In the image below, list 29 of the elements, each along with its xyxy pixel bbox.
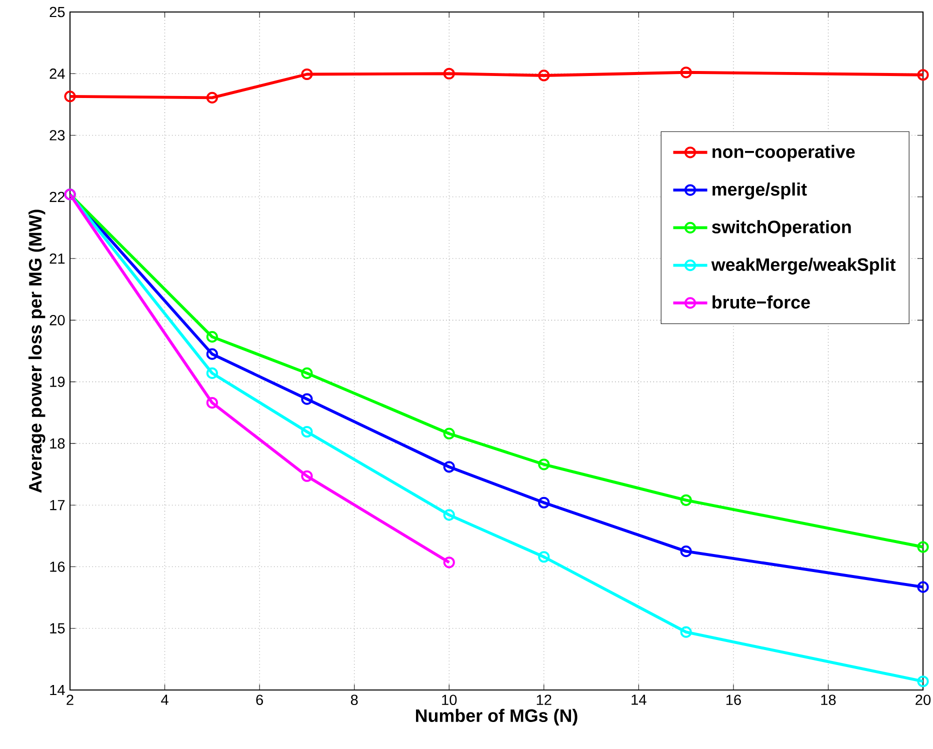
y-tick-label: 19 xyxy=(50,376,65,387)
y-tick-label: 25 xyxy=(50,6,65,18)
legend-label: switchOperation xyxy=(712,220,851,237)
y-tick-label: 18 xyxy=(50,438,65,449)
y-tick-label: 20 xyxy=(50,315,65,326)
x-tick-label: 18 xyxy=(821,694,836,706)
x-axis-title: Number of MGs (N) xyxy=(416,708,578,726)
legend-label: non−cooperative xyxy=(712,144,855,162)
y-tick-label: 15 xyxy=(50,623,65,634)
y-tick-label: 23 xyxy=(50,130,65,140)
y-tick-label: 22 xyxy=(50,192,65,202)
x-tick-label: 8 xyxy=(350,694,358,706)
y-tick-label: 16 xyxy=(50,562,65,572)
legend-label: merge/split xyxy=(712,182,807,200)
x-tick-label: 12 xyxy=(536,694,552,705)
x-tick-label: 20 xyxy=(916,694,931,706)
y-axis-title: Average power loss per MG (MW) xyxy=(28,210,46,493)
y-tick-label: 14 xyxy=(50,684,65,696)
x-tick-label: 10 xyxy=(442,694,457,706)
y-tick-label: 17 xyxy=(50,500,65,510)
x-tick-label: 4 xyxy=(161,694,168,705)
x-tick-label: 16 xyxy=(726,694,741,706)
y-tick-label: 21 xyxy=(50,253,65,264)
x-tick-label: 14 xyxy=(632,694,646,705)
legend-label: weakMerge/weakSplit xyxy=(711,258,896,275)
x-tick-label: 6 xyxy=(256,694,263,706)
x-tick-label: 2 xyxy=(66,694,74,705)
legend-label: brute−force xyxy=(712,295,810,309)
y-tick-label: 24 xyxy=(50,68,65,79)
